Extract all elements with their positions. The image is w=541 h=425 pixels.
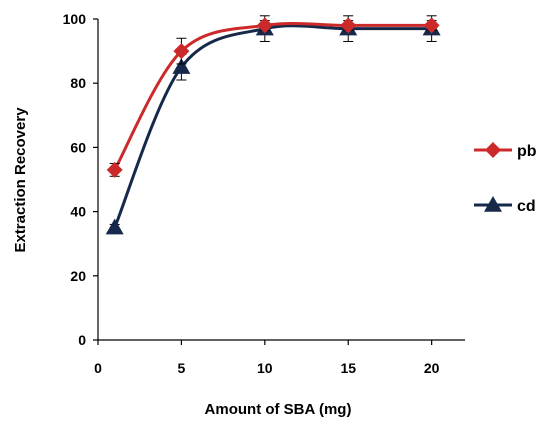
x-tick-label: 15 bbox=[340, 360, 356, 376]
y-axis-title: Extraction Recovery bbox=[12, 107, 29, 253]
series-line-pb bbox=[113, 22, 432, 171]
y-tick-label: 40 bbox=[70, 204, 86, 220]
y-tick-label: 100 bbox=[63, 11, 87, 27]
x-tick-label: 20 bbox=[424, 360, 440, 376]
x-tick-label: 10 bbox=[257, 360, 273, 376]
legend-marker bbox=[484, 196, 502, 212]
legend: pb cd bbox=[474, 142, 537, 215]
x-axis-title: Amount of SBA (mg) bbox=[205, 401, 352, 418]
series-cd bbox=[105, 15, 441, 235]
legend-label: cd bbox=[517, 198, 536, 215]
legend-item-pb: pb bbox=[474, 142, 537, 160]
data-point-cd bbox=[105, 218, 124, 235]
x-tick-label: 5 bbox=[178, 360, 186, 376]
data-point-pb bbox=[340, 17, 357, 34]
data-point-pb bbox=[423, 17, 440, 34]
y-tick-label: 60 bbox=[70, 139, 86, 155]
data-point-pb bbox=[106, 161, 123, 178]
legend-label: pb bbox=[517, 143, 537, 160]
legend-item-cd: cd bbox=[474, 196, 536, 215]
y-tick-label: 80 bbox=[70, 75, 86, 91]
legend-marker bbox=[485, 142, 501, 158]
y-tick-label: 20 bbox=[70, 268, 86, 284]
data-point-cd bbox=[172, 58, 191, 74]
data-point-pb bbox=[256, 17, 273, 34]
y-tick-label: 0 bbox=[78, 332, 86, 348]
series-pb bbox=[106, 17, 440, 178]
series-line-cd bbox=[113, 24, 432, 229]
series-layer bbox=[105, 15, 441, 235]
x-tick-label: 0 bbox=[94, 360, 102, 376]
data-point-pb bbox=[173, 43, 190, 60]
axes: 0 20 40 60 80 100 0 5 10 15 20 bbox=[63, 11, 465, 376]
